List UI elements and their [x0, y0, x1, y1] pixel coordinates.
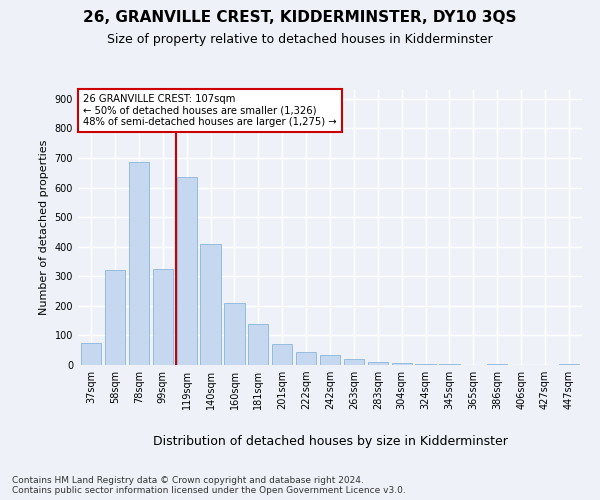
Bar — [415, 364, 436, 365]
Bar — [368, 362, 388, 365]
Text: 26, GRANVILLE CREST, KIDDERMINSTER, DY10 3QS: 26, GRANVILLE CREST, KIDDERMINSTER, DY10… — [83, 10, 517, 25]
Text: Contains HM Land Registry data © Crown copyright and database right 2024.
Contai: Contains HM Land Registry data © Crown c… — [12, 476, 406, 495]
Bar — [320, 354, 340, 365]
Bar — [344, 359, 364, 365]
Bar — [487, 364, 508, 365]
Bar — [224, 303, 245, 365]
Bar — [129, 162, 149, 365]
Y-axis label: Number of detached properties: Number of detached properties — [39, 140, 49, 315]
Bar — [392, 362, 412, 365]
Bar — [248, 324, 268, 365]
Bar — [559, 364, 579, 365]
Text: 26 GRANVILLE CREST: 107sqm
← 50% of detached houses are smaller (1,326)
48% of s: 26 GRANVILLE CREST: 107sqm ← 50% of deta… — [83, 94, 337, 128]
Bar — [272, 344, 292, 365]
Text: Size of property relative to detached houses in Kidderminster: Size of property relative to detached ho… — [107, 32, 493, 46]
Bar — [439, 364, 460, 365]
Bar — [152, 269, 173, 365]
Bar — [176, 177, 197, 365]
Bar — [200, 244, 221, 365]
Text: Distribution of detached houses by size in Kidderminster: Distribution of detached houses by size … — [152, 435, 508, 448]
Bar — [105, 270, 125, 365]
Bar — [296, 352, 316, 365]
Bar — [81, 343, 101, 365]
